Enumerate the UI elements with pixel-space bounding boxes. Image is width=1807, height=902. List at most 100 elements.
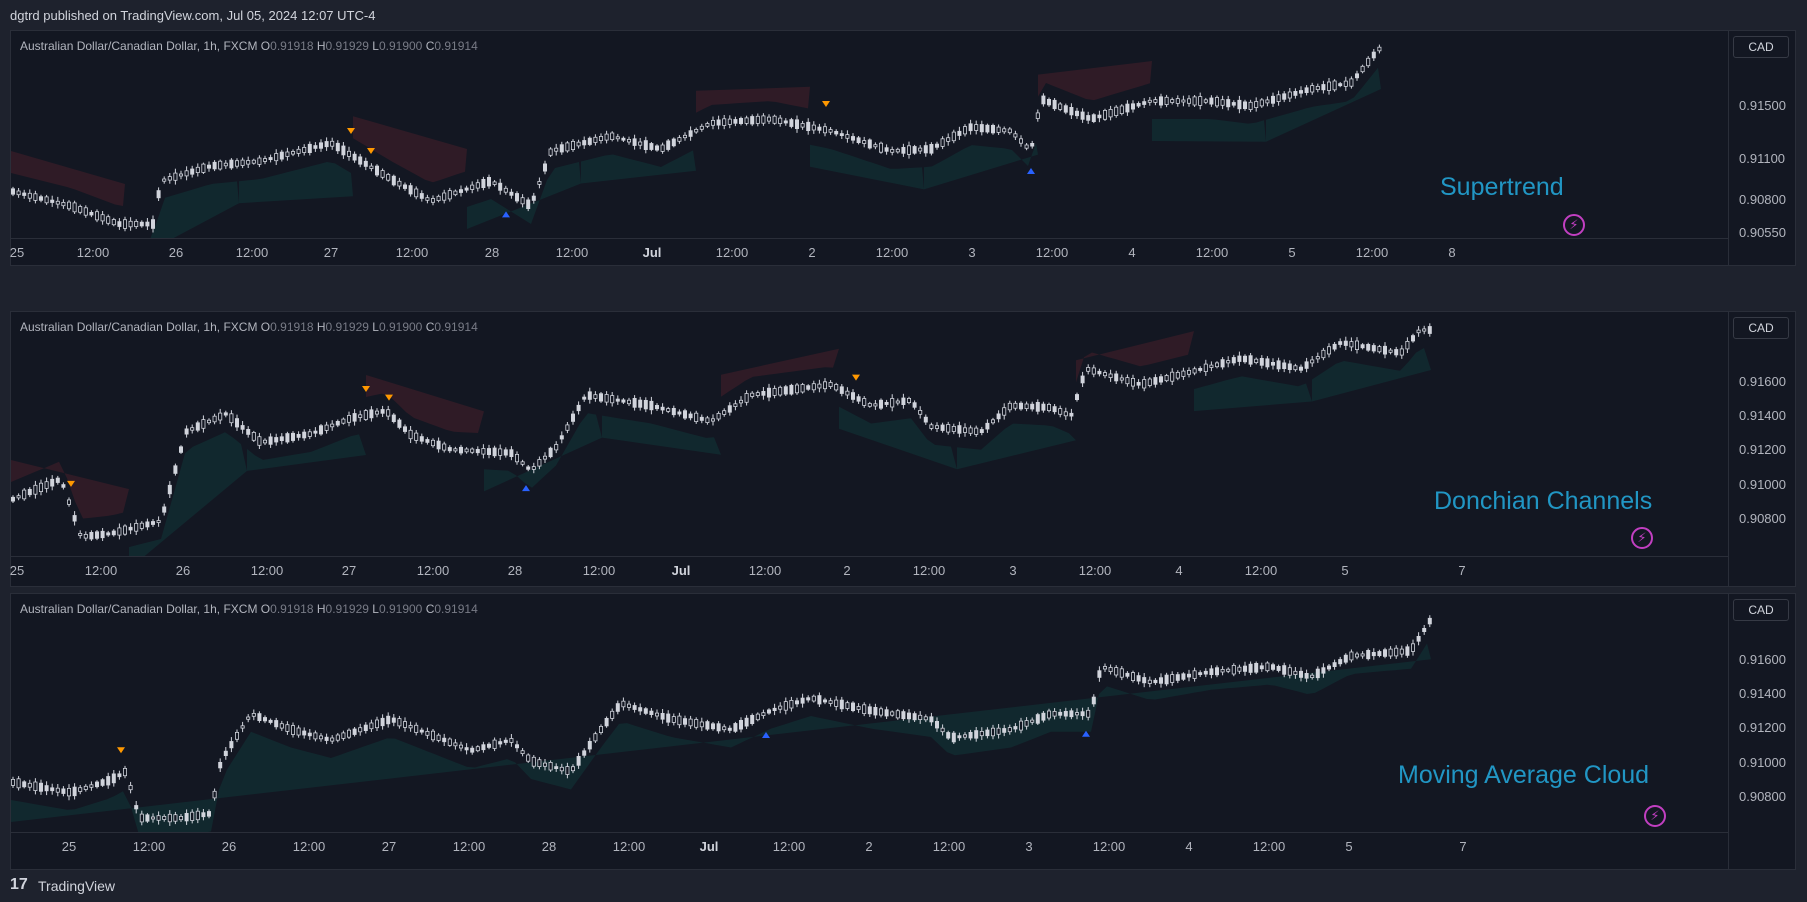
candle-body — [1181, 99, 1186, 103]
candle-body — [1125, 377, 1130, 385]
candle-body — [610, 395, 615, 404]
tradingview-logo-icon[interactable]: 17 — [10, 876, 28, 893]
currency-button[interactable]: CAD — [1733, 317, 1789, 339]
candle-body — [593, 733, 598, 742]
currency-button[interactable]: CAD — [1733, 36, 1789, 58]
candle-body — [918, 147, 923, 152]
candle-body — [531, 195, 536, 201]
candle-body — [246, 160, 251, 165]
candle-body — [324, 141, 329, 148]
candle-body — [755, 392, 760, 396]
candle-body — [268, 719, 273, 723]
candle-body — [901, 711, 906, 720]
candle-body — [1315, 668, 1320, 679]
plot-area[interactable]: Australian Dollar/Canadian Dollar, 1h, F… — [11, 312, 1729, 556]
indicator-zones — [11, 643, 1431, 832]
candle-body — [1119, 668, 1124, 678]
candlestick-chart[interactable] — [11, 594, 1729, 832]
price-label: 0.90800 — [1739, 789, 1786, 804]
candle-body — [173, 172, 178, 181]
candle-body — [907, 712, 912, 720]
candle-body — [481, 178, 486, 188]
close-value: 0.91914 — [434, 602, 478, 616]
candle-body — [834, 131, 839, 135]
time-axis[interactable]: 25 12:00 26 12:00 27 12:00 28 12:00 Jul 12:00 2 12:… — [11, 832, 1729, 861]
candle-body — [1377, 651, 1382, 656]
candle-body — [1287, 667, 1292, 676]
candle-body — [761, 712, 766, 716]
candle-body — [979, 429, 984, 433]
price-label: 0.91000 — [1739, 477, 1786, 492]
candle-body — [1175, 372, 1180, 379]
time-label: 12:00 — [1092, 839, 1126, 854]
candle-body — [1097, 670, 1102, 678]
high-label: H — [316, 320, 326, 334]
candle-body — [1355, 73, 1360, 79]
candle-body — [246, 716, 251, 720]
bullish-zone — [1312, 348, 1431, 402]
candlestick-chart[interactable] — [11, 312, 1729, 556]
brand-name[interactable]: TradingView — [38, 878, 116, 894]
lightning-icon[interactable]: ⚡ — [1631, 527, 1653, 549]
candle-body — [1035, 402, 1040, 412]
candle-body — [660, 144, 665, 152]
candle-body — [111, 773, 116, 784]
candle-body — [223, 412, 228, 416]
symbol-name: Australian Dollar/Canadian Dollar, 1h, F… — [20, 39, 258, 53]
candle-body — [621, 399, 626, 403]
candle-body — [1276, 360, 1281, 370]
chart-panel-ma-cloud[interactable]: Australian Dollar/Canadian Dollar, 1h, F… — [10, 593, 1796, 870]
candle-body — [1243, 101, 1248, 110]
candle-body — [1203, 363, 1208, 372]
bearish-zone — [11, 151, 125, 206]
currency-button[interactable]: CAD — [1733, 599, 1789, 621]
candle-body — [184, 812, 189, 822]
plot-area[interactable]: Australian Dollar/Canadian Dollar, 1h, F… — [11, 31, 1729, 238]
candle-body — [44, 785, 49, 792]
candle-body — [923, 716, 928, 721]
candle-body — [234, 731, 239, 740]
candle-body — [851, 136, 856, 141]
candle-body — [867, 139, 872, 149]
candle-body — [531, 466, 536, 470]
publish-header: dgtrd published on TradingView.com, Jul … — [0, 0, 1807, 30]
time-label: 12:00 — [1252, 839, 1286, 854]
chart-panel-supertrend[interactable]: Australian Dollar/Canadian Dollar, 1h, F… — [10, 30, 1796, 266]
price-label: 0.90800 — [1739, 511, 1786, 526]
candle-body — [498, 182, 503, 191]
time-label: 12:00 — [772, 839, 806, 854]
time-axis[interactable]: 25 12:00 26 12:00 27 12:00 28 12:00 Jul 12:00 2 12:… — [10, 238, 1729, 267]
lightning-icon[interactable]: ⚡ — [1563, 214, 1585, 236]
candle-body — [1237, 666, 1242, 672]
candlestick-chart[interactable] — [11, 31, 1729, 238]
price-scale[interactable]: CAD 0.91600 0.91400 0.91200 0.91000 0.90… — [1728, 594, 1795, 869]
candle-body — [1147, 99, 1152, 103]
candle-body — [688, 413, 693, 419]
candle-body — [1069, 412, 1074, 417]
time-label: Jul — [699, 839, 719, 854]
candle-body — [638, 141, 643, 146]
time-axis[interactable]: 25 12:00 26 12:00 27 12:00 28 12:00 Jul 12:00 2 12:… — [10, 556, 1729, 585]
candle-body — [408, 725, 413, 729]
candle-body — [1215, 362, 1220, 368]
candle-body — [486, 176, 491, 187]
candle-body — [352, 413, 357, 422]
candle-body — [699, 125, 704, 130]
candle-body — [279, 436, 284, 442]
price-scale[interactable]: CAD 0.91600 0.91400 0.91200 0.91000 0.90… — [1728, 312, 1795, 586]
candle-body — [1349, 78, 1354, 87]
candle-body — [1198, 368, 1203, 371]
indicator-watermark: Donchian Channels — [1434, 487, 1653, 515]
plot-area[interactable]: Australian Dollar/Canadian Dollar, 1h, F… — [11, 594, 1729, 832]
candle-body — [139, 813, 144, 823]
chart-panel-donchian[interactable]: Australian Dollar/Canadian Dollar, 1h, F… — [10, 311, 1796, 587]
candle-body — [537, 459, 542, 467]
candle-body — [929, 144, 934, 154]
candle-body — [1293, 670, 1298, 676]
candle-body — [839, 386, 844, 394]
lightning-icon[interactable]: ⚡ — [1644, 805, 1666, 827]
time-label: 5 — [1288, 245, 1296, 260]
candle-body — [38, 782, 43, 792]
price-scale[interactable]: CAD 0.91500 0.91100 0.90800 0.90550 — [1728, 31, 1795, 265]
candle-body — [1013, 402, 1018, 409]
